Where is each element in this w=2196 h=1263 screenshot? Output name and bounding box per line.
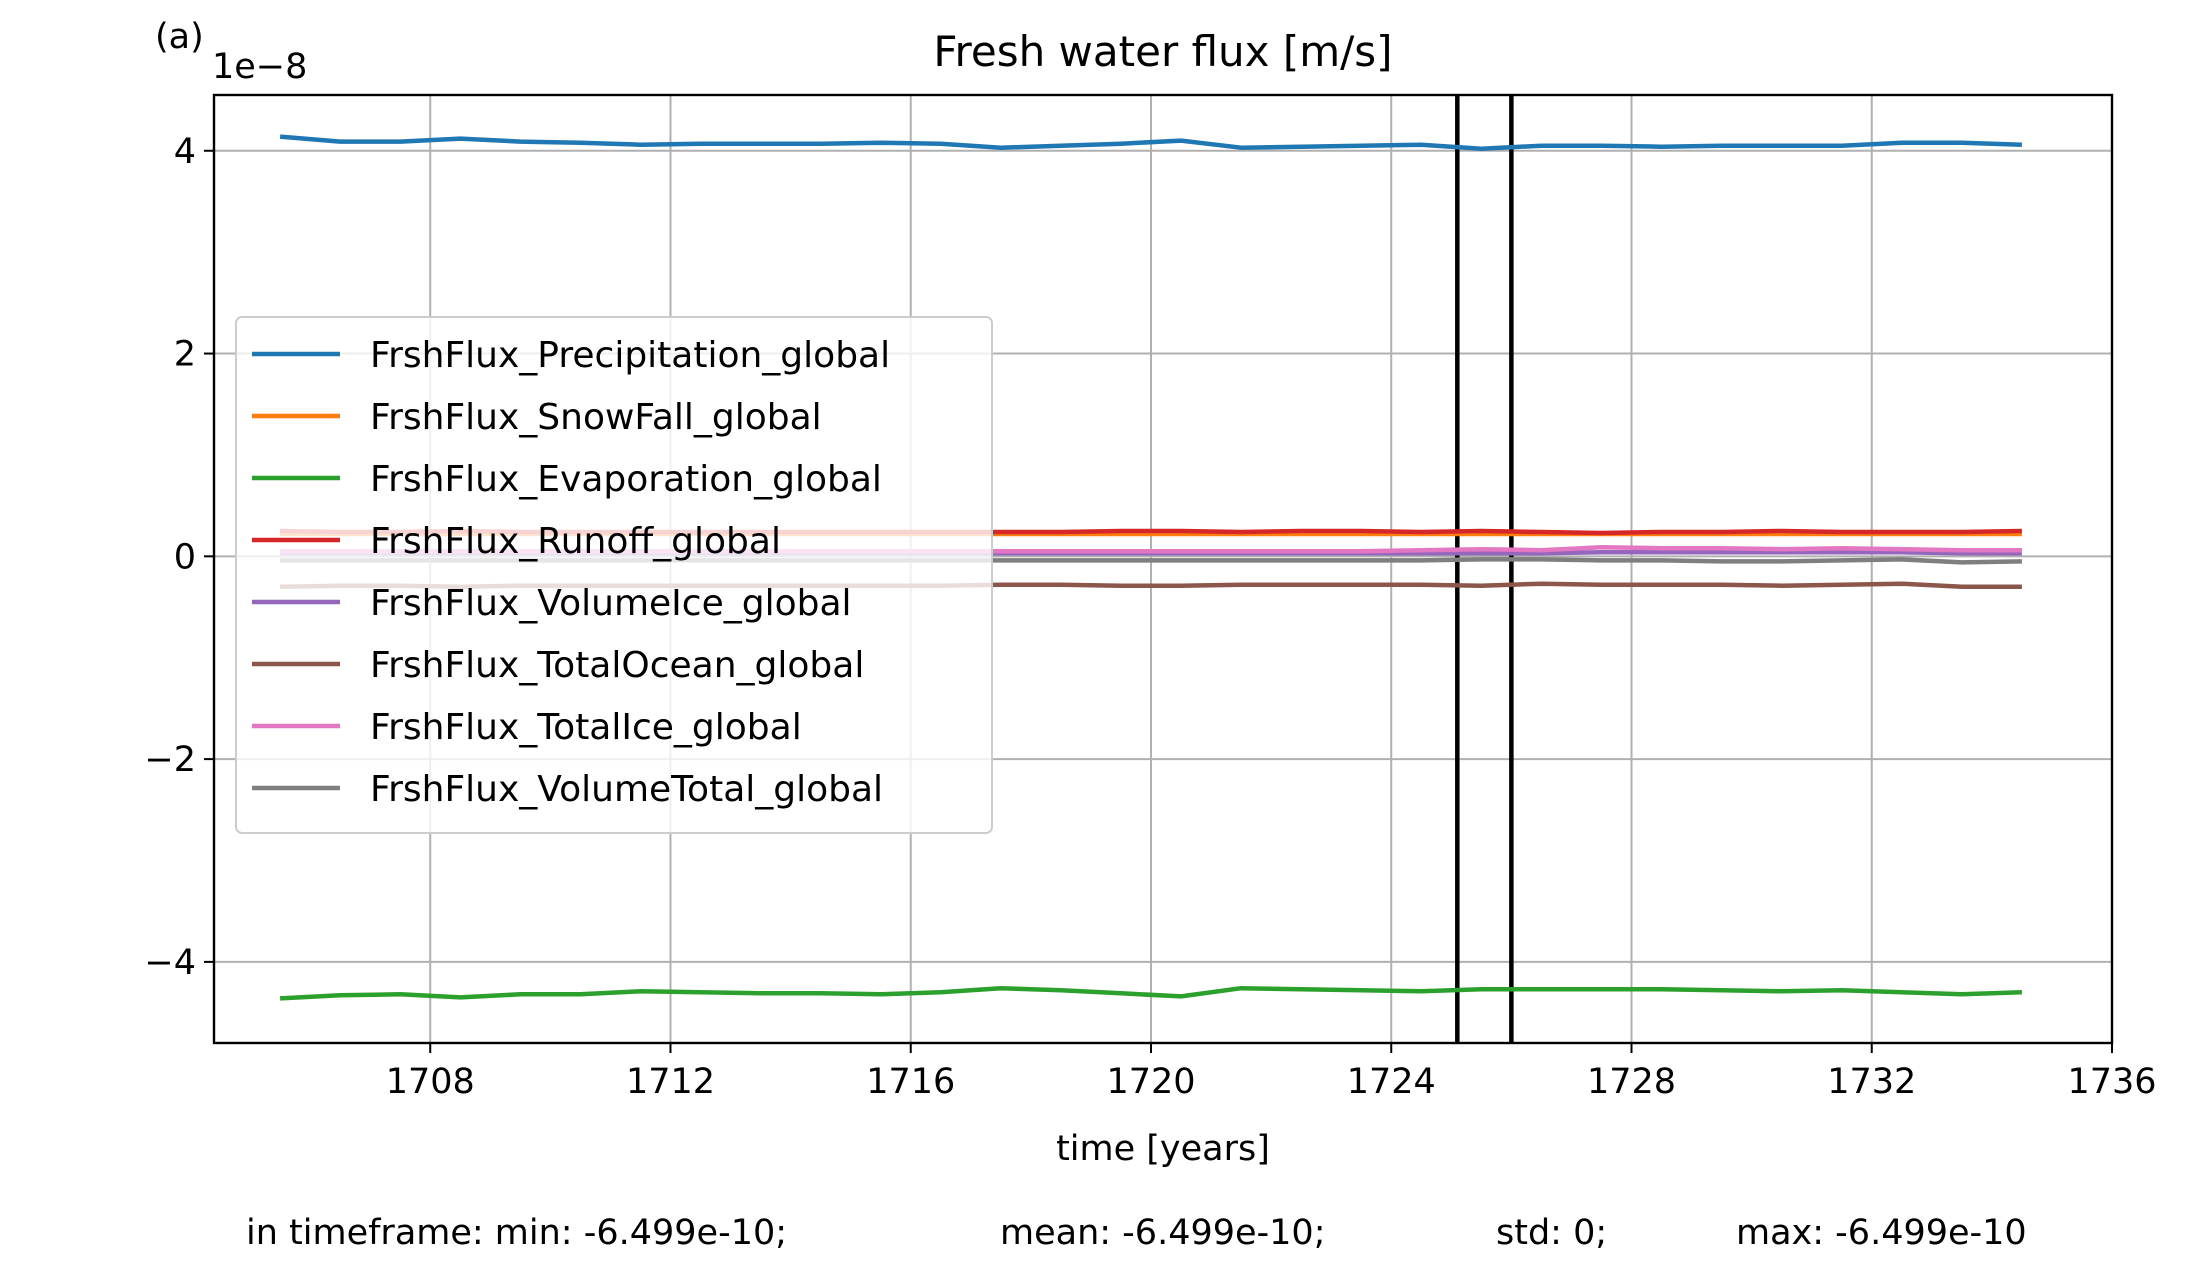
x-tick-label: 1732 bbox=[1827, 1062, 1916, 1102]
y-tick-label: 2 bbox=[174, 335, 196, 375]
legend-label: FrshFlux_TotalIce_global bbox=[370, 707, 802, 748]
legend-label: FrshFlux_Runoff_global bbox=[370, 521, 781, 562]
x-tick-label: 1728 bbox=[1587, 1062, 1676, 1102]
footer-max: max: -6.499e-10 bbox=[1736, 1213, 2027, 1253]
panel-label: (a) bbox=[155, 17, 204, 57]
x-axis-label: time [years] bbox=[1056, 1129, 1270, 1169]
x-tick-label: 1712 bbox=[626, 1062, 715, 1102]
x-tick-label: 1720 bbox=[1106, 1062, 1195, 1102]
y-tick-label: −2 bbox=[144, 740, 196, 780]
legend-label: FrshFlux_VolumeIce_global bbox=[370, 583, 852, 624]
legend-label: FrshFlux_Precipitation_global bbox=[370, 335, 890, 376]
footer-stats: in timeframe: min: -6.499e-10; mean: -6.… bbox=[246, 1213, 2027, 1253]
series-line bbox=[279, 985, 2022, 1001]
chart-title: Fresh water flux [m/s] bbox=[933, 27, 1392, 76]
y-axis: 4 2 0 −2 −4 bbox=[144, 132, 214, 983]
y-tick-label: 4 bbox=[174, 132, 196, 172]
legend-box bbox=[235, 316, 993, 834]
vertical-markers bbox=[1455, 95, 1514, 1043]
x-tick-label: 1716 bbox=[866, 1062, 955, 1102]
y-offset-label: 1e−8 bbox=[212, 47, 307, 87]
x-tick-label: 1724 bbox=[1347, 1062, 1436, 1102]
x-tick-label: 1736 bbox=[2067, 1062, 2156, 1102]
series-line bbox=[279, 134, 2022, 151]
footer-std: std: 0; bbox=[1496, 1213, 1607, 1253]
y-tick-label: −4 bbox=[144, 943, 196, 983]
legend-label: FrshFlux_VolumeTotal_global bbox=[370, 769, 883, 810]
x-tick-label: 1708 bbox=[386, 1062, 475, 1102]
legend-label: FrshFlux_Evaporation_global bbox=[370, 459, 882, 500]
plot-frame bbox=[212, 93, 2114, 1045]
y-tick-label: 0 bbox=[174, 537, 196, 577]
footer-min: in timeframe: min: -6.499e-10; bbox=[246, 1213, 787, 1253]
legend-label: FrshFlux_SnowFall_global bbox=[370, 397, 822, 438]
x-axis: 1708 1712 1716 1720 1724 1728 1732 1736 bbox=[386, 1043, 2157, 1102]
legend: FrshFlux_Precipitation_global FrshFlux_Sn… bbox=[235, 316, 993, 834]
legend-label: FrshFlux_TotalOcean_global bbox=[370, 645, 864, 686]
footer-mean: mean: -6.499e-10; bbox=[1000, 1213, 1326, 1253]
